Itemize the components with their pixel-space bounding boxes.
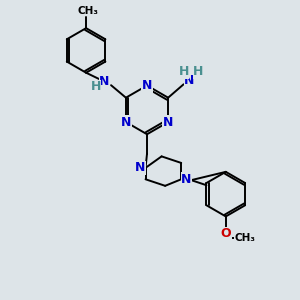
Text: N: N: [182, 173, 192, 186]
Text: H: H: [90, 80, 101, 93]
Text: H: H: [193, 65, 204, 78]
Text: N: N: [135, 161, 146, 174]
Text: O: O: [220, 227, 231, 240]
Text: N: N: [99, 75, 110, 88]
Text: N: N: [121, 116, 131, 129]
Text: CH₃: CH₃: [235, 233, 256, 243]
Text: N: N: [163, 116, 173, 129]
Text: N: N: [184, 74, 195, 87]
Text: H: H: [178, 65, 189, 78]
Text: N: N: [142, 79, 152, 92]
Text: CH₃: CH₃: [77, 6, 98, 16]
